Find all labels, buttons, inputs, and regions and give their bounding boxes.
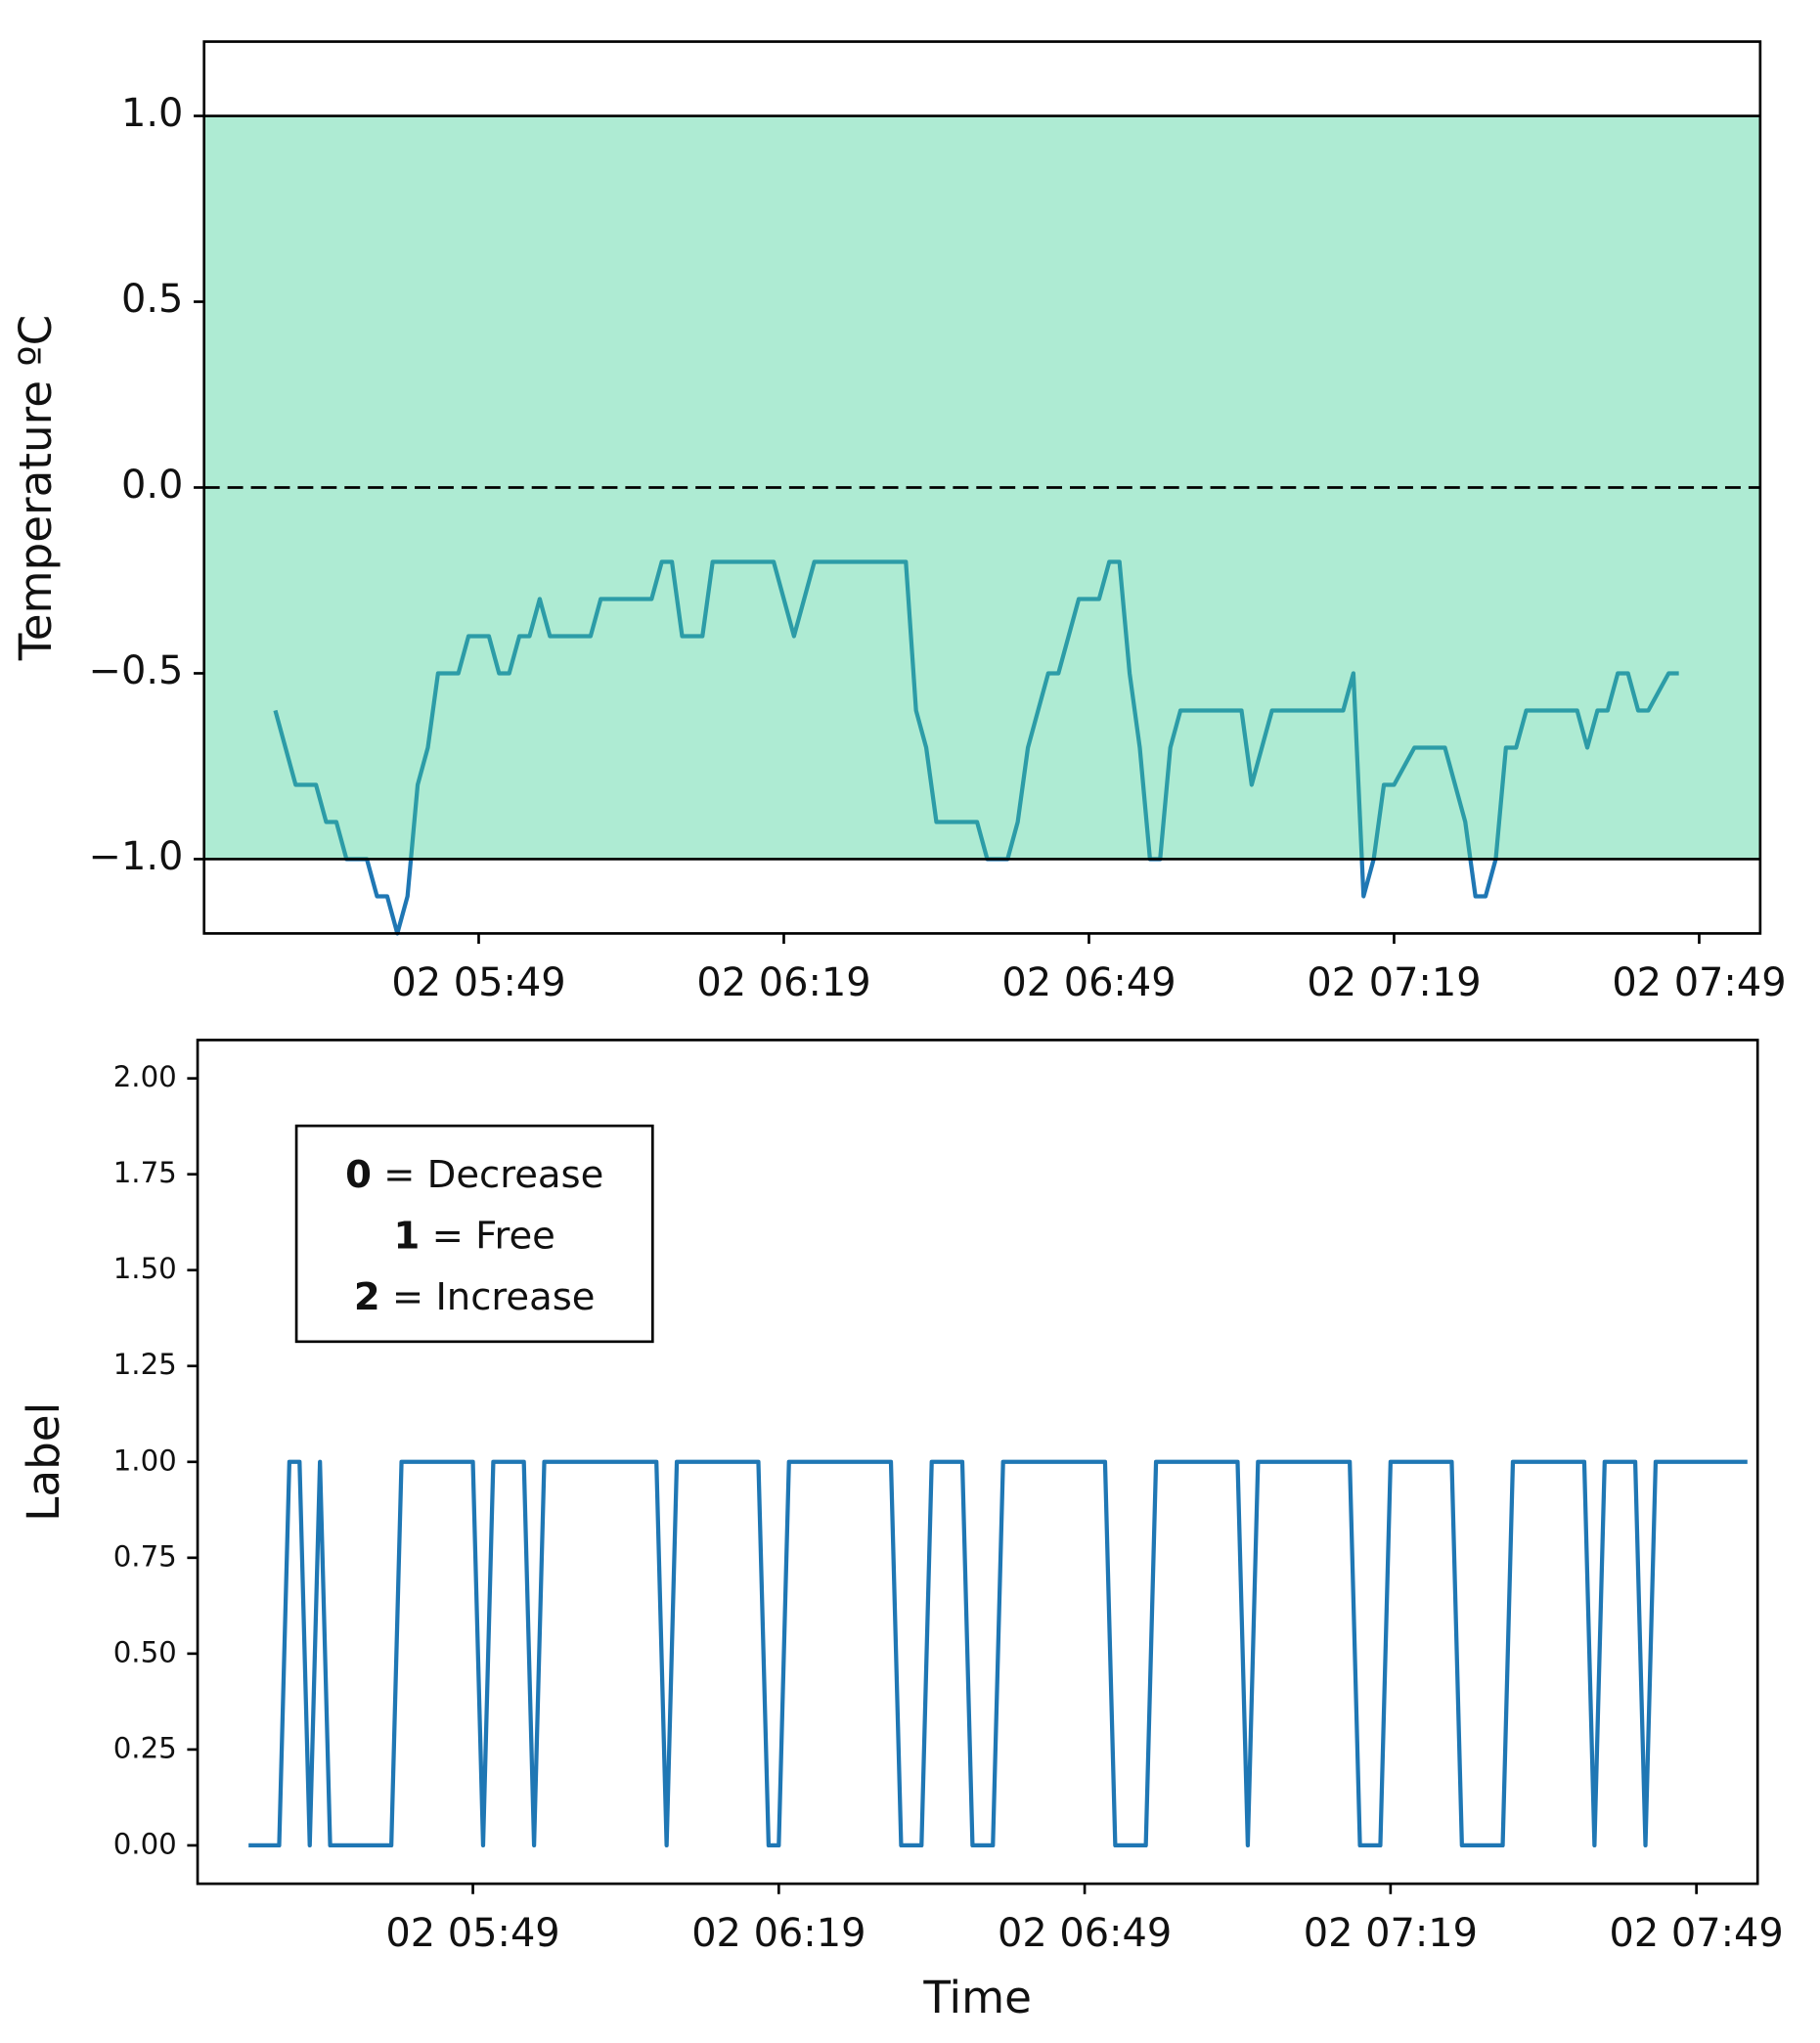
note-key: 1 — [394, 1214, 421, 1258]
y-tick-label: −0.5 — [89, 648, 184, 693]
x-tick-label: 02 06:49 — [1001, 960, 1176, 1005]
x-tick-label: 02 07:19 — [1307, 960, 1481, 1005]
x-tick-label: 02 06:19 — [696, 960, 870, 1005]
y-axis-label: Temperature ºC — [10, 315, 62, 661]
y-tick-label: 1.50 — [113, 1252, 177, 1285]
note-key: 2 — [354, 1274, 380, 1318]
y-tick-label: 1.75 — [113, 1156, 177, 1189]
x-tick-label: 02 06:49 — [998, 1911, 1172, 1956]
note-box — [294, 1124, 654, 1344]
note-text: = Decrease — [383, 1153, 603, 1197]
y-tick-label: 0.5 — [121, 277, 183, 322]
y-tick-label: 0.0 — [121, 463, 183, 508]
x-axis-label: Time — [922, 1972, 1032, 2023]
y-tick-label: 1.25 — [113, 1348, 177, 1381]
y-tick-label: 2.00 — [113, 1060, 177, 1093]
y-tick-label: 0.50 — [113, 1635, 177, 1668]
note-line: 0 = Decrease — [345, 1153, 603, 1197]
y-tick-label: 0.75 — [113, 1539, 177, 1573]
x-tick-label: 02 07:49 — [1612, 960, 1786, 1005]
y-axis-label: Label — [18, 1402, 69, 1522]
x-tick-label: 02 06:19 — [691, 1911, 866, 1956]
note-line: 2 = Increase — [354, 1274, 596, 1318]
y-tick-label: 0.00 — [113, 1827, 177, 1860]
x-tick-label: 02 07:19 — [1304, 1911, 1478, 1956]
y-tick-label: 1.0 — [121, 91, 183, 136]
y-tick-label: 0.25 — [113, 1731, 177, 1764]
y-tick-label: 1.00 — [113, 1443, 177, 1477]
data-line — [248, 1459, 1748, 1848]
note-text: = Increase — [392, 1274, 596, 1318]
y-tick-label: −1.0 — [89, 834, 184, 879]
data-line — [273, 559, 1679, 936]
x-tick-label: 02 05:49 — [391, 960, 565, 1005]
note-line: 1 = Free — [394, 1214, 555, 1258]
note-text: = Free — [432, 1214, 555, 1258]
note-key: 0 — [345, 1153, 372, 1197]
x-tick-label: 02 07:49 — [1610, 1911, 1784, 1956]
x-tick-label: 02 05:49 — [385, 1911, 559, 1956]
